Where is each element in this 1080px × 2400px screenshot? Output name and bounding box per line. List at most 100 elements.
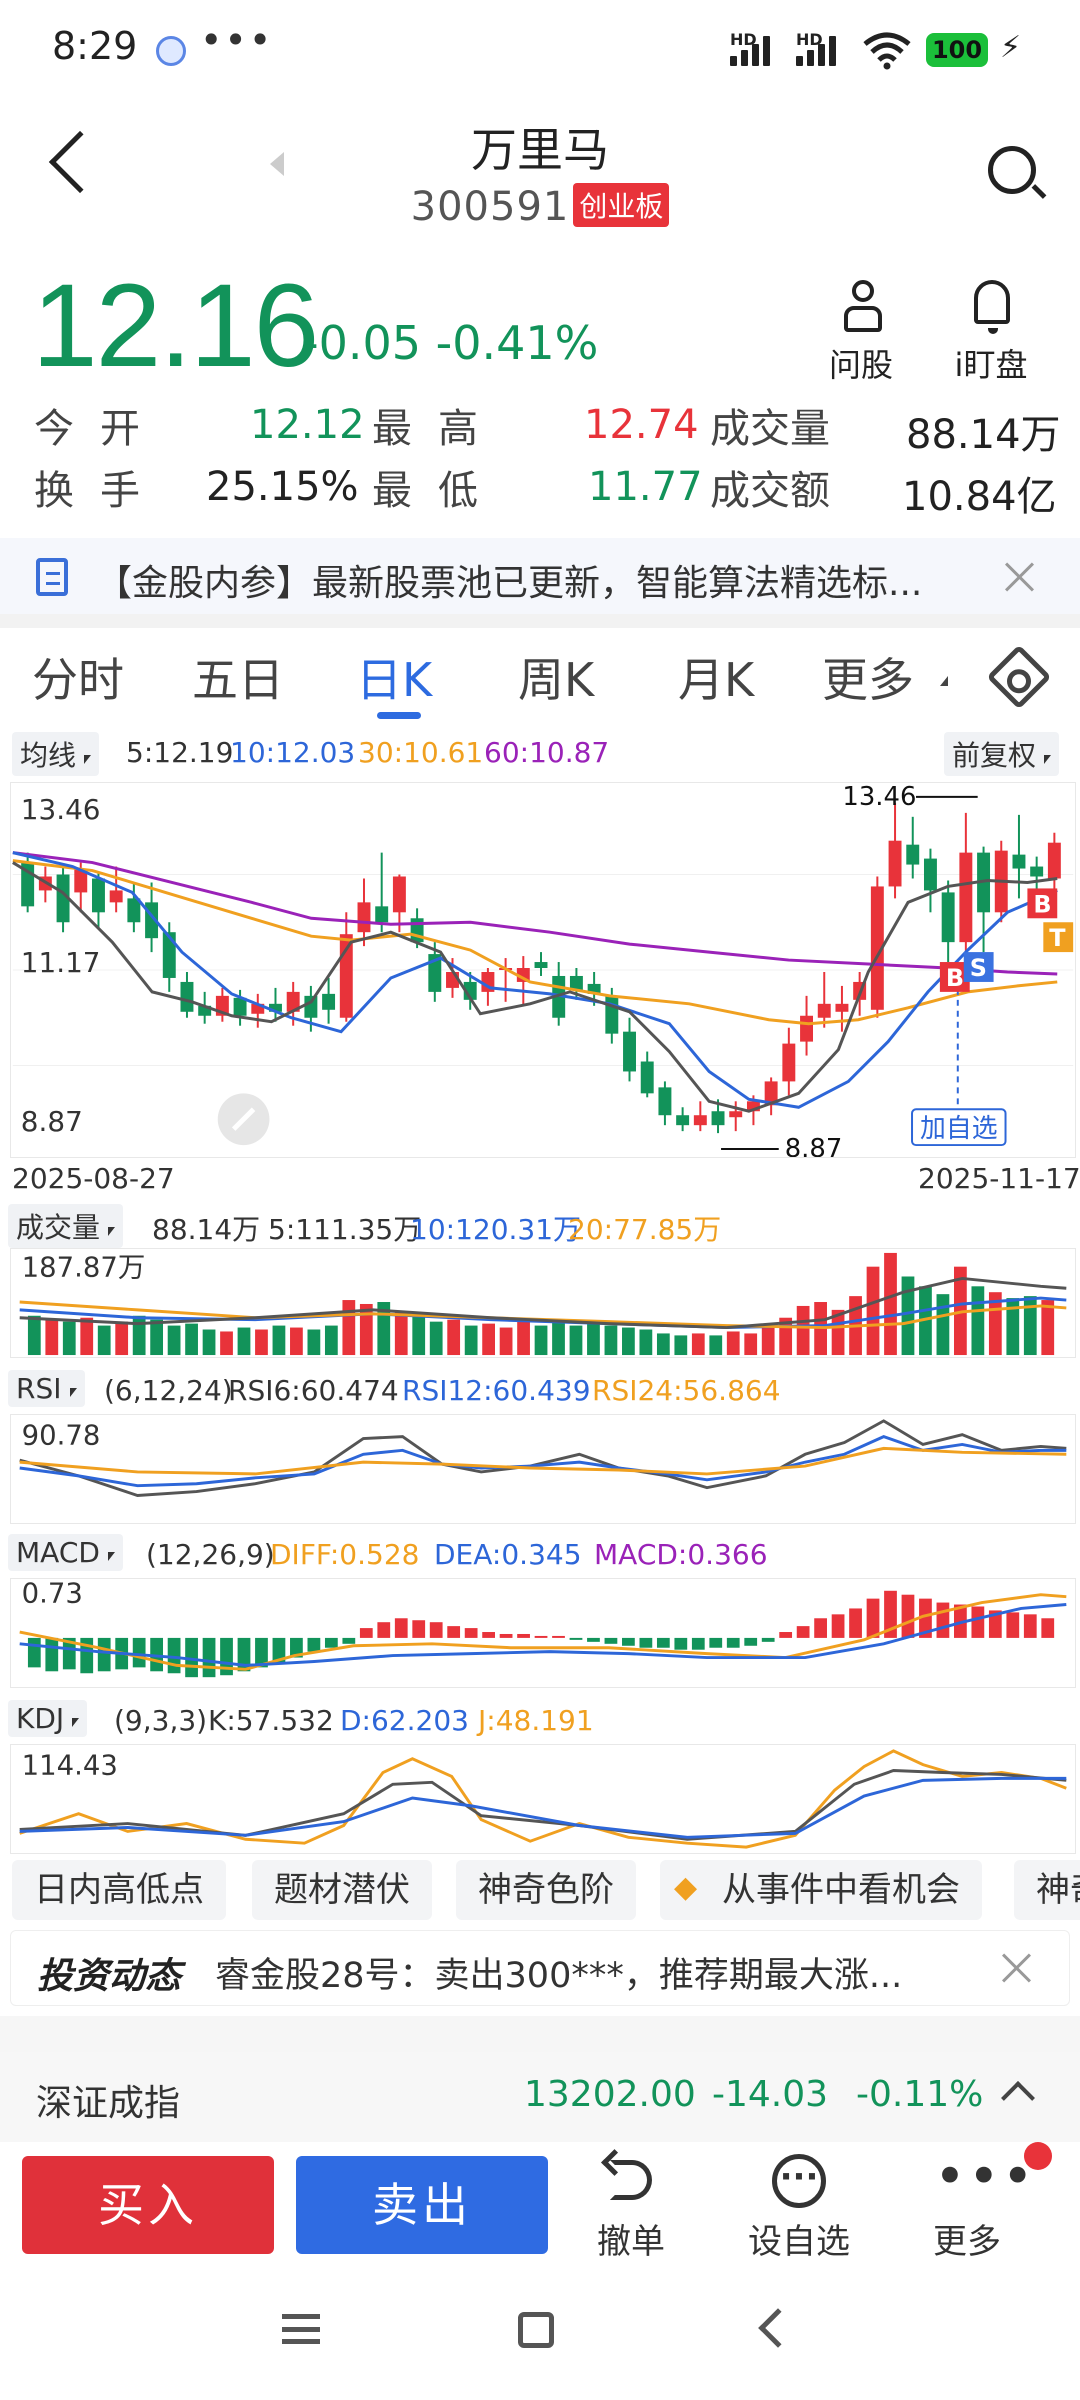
tab-weekly-k[interactable]: 周K: [518, 653, 595, 707]
chip-magic[interactable]: 神奇: [1014, 1860, 1080, 1920]
tab-daily-k[interactable]: 日K: [356, 653, 433, 707]
diamond-icon: ◆: [674, 1870, 698, 1905]
more-button[interactable]: ••• 更多: [902, 2150, 1034, 2263]
add-watch-button[interactable]: ··· 设自选: [734, 2150, 864, 2263]
close-notice-icon[interactable]: [1000, 558, 1038, 596]
candle-body: [1012, 854, 1026, 869]
close-news-icon[interactable]: [997, 1949, 1035, 1987]
notice-banner[interactable]: 【金股内参】最新股票池已更新，智能算法精选标...: [0, 538, 1080, 614]
candle-body: [322, 993, 336, 1010]
volume-bar: [1041, 1300, 1055, 1356]
candle-body: [251, 1003, 265, 1014]
browser-app-icon: [156, 36, 186, 66]
macd-bar: [569, 1637, 583, 1640]
kline-high-marker: 13.46: [842, 782, 916, 812]
kline-chart[interactable]: 13.46 11.17 8.87 13.46 8.87 加自选 B S B T: [10, 782, 1076, 1158]
volume-ma20: 20:77.85万: [568, 1213, 722, 1246]
t-mark-label: T: [1049, 924, 1066, 952]
candle-body: [640, 1061, 654, 1094]
chip-event[interactable]: 从事件中看机会: [660, 1860, 982, 1920]
volume-value: 88.14万: [906, 412, 1061, 458]
volume-bar: [185, 1323, 198, 1356]
amount-label: 成交额: [710, 468, 830, 514]
index-name: 深证成指: [36, 2083, 181, 2124]
signal-icon-1: [730, 34, 770, 66]
tab-more[interactable]: 更多: [822, 653, 914, 707]
candle-body: [782, 1043, 796, 1082]
macd-bar: [936, 1602, 950, 1638]
candle-body: [888, 840, 902, 887]
tab-monthly-k[interactable]: 月K: [678, 653, 755, 707]
add-watch-tag[interactable]: [911, 1108, 1007, 1147]
ask-stock-label: 问股: [828, 346, 893, 384]
settings-icon[interactable]: [986, 644, 1052, 710]
macd-bar: [796, 1626, 810, 1638]
status-more-icon: •••: [200, 18, 274, 62]
candle-body: [870, 886, 884, 1010]
candle-body: [729, 1111, 743, 1118]
stock-header: 万里马 300591 创业板: [0, 100, 1080, 250]
volume-bar: [1023, 1296, 1037, 1356]
macd-bar: [482, 1632, 495, 1638]
ask-stock-button[interactable]: 问股: [806, 280, 916, 386]
cancel-order-button[interactable]: 撤单: [566, 2150, 696, 2263]
macd-bar: [622, 1637, 635, 1646]
rsi-selector[interactable]: RSI: [8, 1370, 85, 1407]
volume-bar: [150, 1319, 164, 1356]
volume-bar: [587, 1321, 600, 1356]
watch-market-button[interactable]: i盯盘: [936, 280, 1046, 386]
buy-button[interactable]: 买入: [22, 2156, 274, 2254]
macd-bar: [1006, 1612, 1020, 1638]
system-back-icon[interactable]: [758, 2308, 798, 2348]
volume-bar: [866, 1266, 880, 1356]
candle-body: [56, 874, 70, 923]
notification-dot: [1024, 2142, 1052, 2170]
ma-selector[interactable]: 均线: [12, 732, 100, 776]
index-pct: -0.11%: [856, 2074, 984, 2115]
notice-text: 【金股内参】最新股票池已更新，智能算法精选标...: [96, 563, 923, 604]
period-tabs: 分时 五日 日K 周K 月K 更多: [0, 628, 1080, 728]
sell-mark-icon: [963, 952, 994, 982]
recent-apps-icon[interactable]: [282, 2314, 320, 2344]
chip-intraday-hl[interactable]: 日内高低点: [12, 1860, 226, 1920]
candle-body: [623, 1031, 636, 1072]
volume-bar: [709, 1335, 723, 1356]
news-banner[interactable]: 投资动态 睿金股28号：卖出300***，推荐期最大涨...: [10, 1930, 1070, 2006]
kline-y-bottom: 8.87: [21, 1105, 83, 1138]
volume-bar: [744, 1333, 758, 1356]
home-icon[interactable]: [518, 2312, 554, 2348]
macd-bar: [62, 1637, 76, 1670]
candle-body: [764, 1081, 778, 1106]
amount-value: 10.84亿: [902, 474, 1057, 520]
prev-stock-icon[interactable]: [270, 152, 284, 176]
macd-bar: [255, 1637, 268, 1668]
candle-body: [605, 995, 619, 1034]
search-icon[interactable]: [988, 146, 1036, 194]
adjust-selector[interactable]: 前复权: [944, 732, 1060, 776]
rsi-y-top: 90.78: [22, 1419, 101, 1451]
volume-bar: [202, 1329, 216, 1356]
rsi6-line: [19, 1419, 1067, 1497]
expand-up-icon[interactable]: [1001, 2081, 1035, 2115]
candle-body: [800, 1015, 814, 1042]
chip-theme[interactable]: 题材潜伏: [252, 1860, 432, 1920]
volume-bar: [80, 1317, 94, 1356]
candle-body: [304, 995, 318, 1018]
sell-button[interactable]: 卖出: [296, 2156, 548, 2254]
kdj-selector[interactable]: KDJ: [8, 1700, 88, 1737]
candle-body: [233, 997, 247, 1016]
chip-color[interactable]: 神奇色阶: [456, 1860, 636, 1920]
index-ticker[interactable]: 深证成指 13202.00 -14.03 -0.11%: [0, 2052, 1080, 2142]
tab-five-day[interactable]: 五日: [192, 653, 284, 707]
kdj-params: (9,3,3): [114, 1704, 208, 1737]
volume-selector[interactable]: 成交量: [8, 1204, 124, 1248]
macd-bar: [656, 1637, 670, 1648]
volume-bar: [237, 1327, 251, 1356]
tab-intraday[interactable]: 分时: [32, 653, 124, 707]
volume-bar: [429, 1321, 443, 1356]
macd-selector[interactable]: MACD: [8, 1534, 123, 1571]
wifi-icon: [863, 32, 911, 70]
macd-bar: [761, 1637, 775, 1642]
volume-bar: [324, 1325, 338, 1356]
news-text: 睿金股28号：卖出300***，推荐期最大涨...: [215, 1956, 903, 1996]
